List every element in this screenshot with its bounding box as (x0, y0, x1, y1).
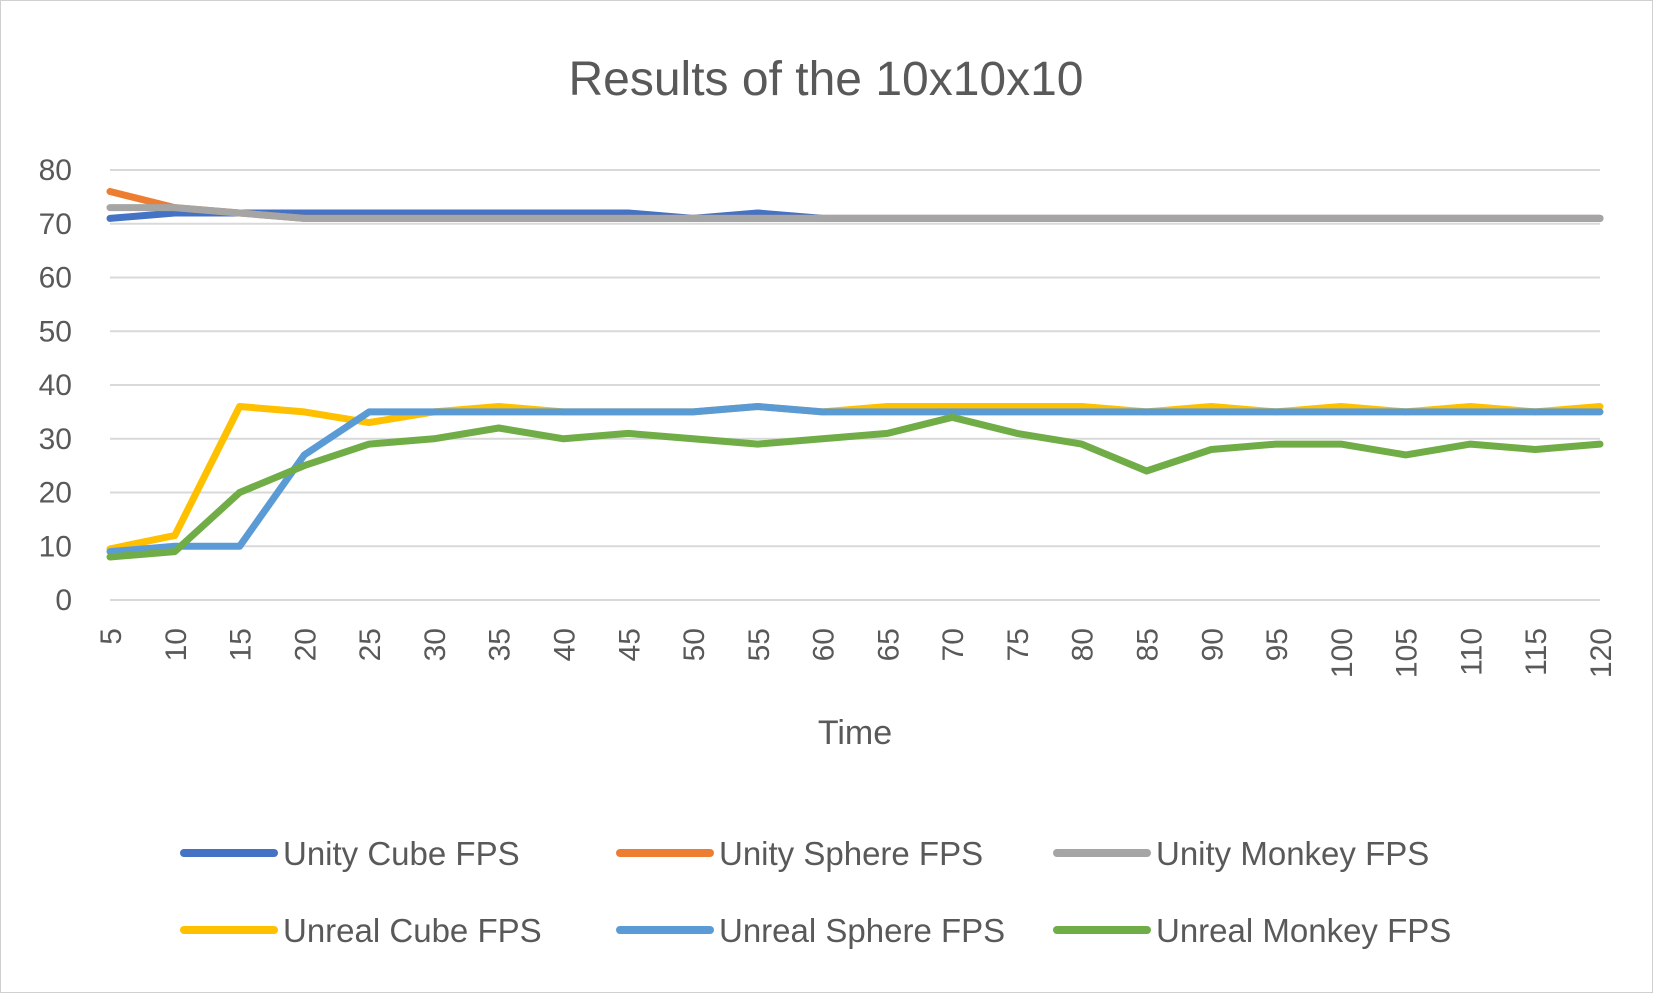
x-tick-label: 95 (1261, 628, 1294, 661)
x-tick-label: 80 (1067, 628, 1100, 661)
x-tick-label: 115 (1520, 628, 1553, 676)
legend-item: Unreal Sphere FPS (616, 912, 1005, 949)
x-tick-label: 10 (160, 628, 193, 661)
series-line-unreal-monkey-fps (106, 413, 1604, 561)
x-tick-label: 35 (484, 628, 517, 661)
legend: Unity Cube FPS Unity Sphere FPS Unity Monk… (180, 835, 1451, 949)
x-tick-label: 40 (548, 628, 581, 661)
x-tick-label: 55 (743, 628, 776, 661)
x-tick-label: 20 (289, 628, 322, 661)
legend-item: Unity Monkey FPS (1053, 835, 1429, 872)
x-tick-label: 15 (225, 628, 258, 661)
x-tick-label: 100 (1326, 628, 1359, 678)
x-tick-label: 65 (872, 628, 905, 661)
legend-label: Unreal Sphere FPS (719, 912, 1005, 949)
x-tick-label: 85 (1132, 628, 1165, 661)
y-tick-label: 0 (55, 584, 72, 617)
legend-label: Unity Sphere FPS (719, 835, 983, 872)
series-line-unreal-sphere-fps (106, 403, 1604, 556)
legend-label: Unreal Cube FPS (283, 912, 542, 949)
legend-label: Unity Cube FPS (283, 835, 520, 872)
legend-item: Unreal Monkey FPS (1053, 912, 1451, 949)
chart-title: Results of the 10x10x10 (569, 53, 1084, 106)
gridlines (110, 169, 1600, 601)
y-tick-label: 40 (39, 369, 72, 402)
legend-item: Unity Sphere FPS (616, 835, 983, 872)
x-tick-label: 75 (1002, 628, 1035, 661)
series-lines (106, 188, 1604, 561)
x-axis-ticks: 5 10 15 20 25 30 35 40 45 50 55 60 65 70 75 80 85 90 95 100… (95, 628, 1618, 678)
x-tick-label: 105 (1391, 628, 1424, 678)
x-axis-title: Time (818, 714, 892, 752)
legend-label: Unreal Monkey FPS (1156, 912, 1451, 949)
y-tick-label: 70 (39, 208, 72, 241)
x-tick-label: 45 (613, 628, 646, 661)
x-tick-label: 30 (419, 628, 452, 661)
x-tick-label: 25 (354, 628, 387, 661)
y-tick-label: 10 (39, 530, 72, 563)
y-axis-ticks: 0 10 20 30 40 50 60 70 80 (39, 154, 72, 617)
y-tick-label: 20 (39, 477, 72, 510)
y-tick-label: 30 (39, 423, 72, 456)
x-tick-label: 5 (95, 628, 128, 645)
y-tick-label: 80 (39, 154, 72, 187)
x-tick-label: 70 (937, 628, 970, 661)
x-tick-label: 50 (678, 628, 711, 661)
y-tick-label: 60 (39, 262, 72, 295)
x-tick-label: 110 (1455, 628, 1488, 676)
series-line-unreal-cube-fps (106, 403, 1604, 553)
legend-item: Unreal Cube FPS (180, 912, 542, 949)
y-tick-label: 50 (39, 315, 72, 348)
x-tick-label: 90 (1196, 628, 1229, 661)
legend-item: Unity Cube FPS (180, 835, 520, 872)
x-tick-label: 120 (1585, 628, 1618, 678)
x-tick-label: 60 (808, 628, 841, 661)
legend-label: Unity Monkey FPS (1156, 835, 1429, 872)
series-line-unity-monkey-fps (106, 204, 1604, 222)
